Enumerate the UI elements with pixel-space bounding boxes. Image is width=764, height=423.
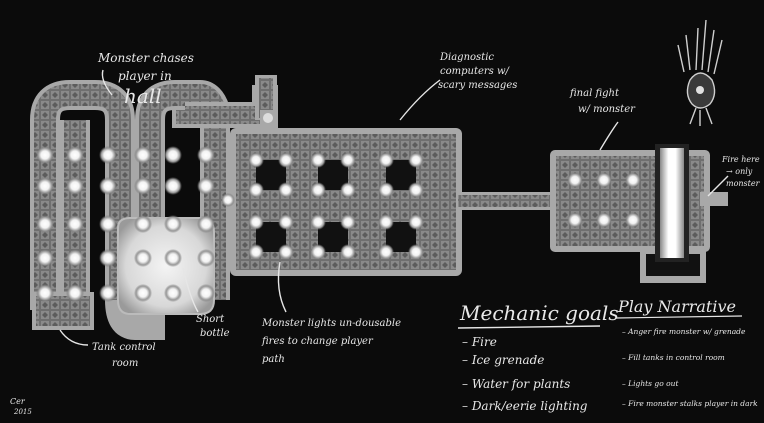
svg-text:Cer: Cer — [10, 397, 26, 406]
svg-text:Mechanic goals: Mechanic goals — [459, 301, 619, 325]
svg-text:Diagnostic: Diagnostic — [439, 52, 494, 63]
svg-text:– Fire: – Fire — [462, 335, 497, 349]
narrative-item: – Lights go out — [622, 379, 679, 388]
svg-text:Fire here: Fire here — [721, 155, 760, 164]
svg-text:computers w/: computers w/ — [440, 66, 511, 77]
ann-lights-1: Monster lights un-dousable — [261, 318, 401, 329]
svg-text:Monster lights un-dousable: Monster lights un-dousable — [261, 318, 401, 329]
short-bottle-tank — [117, 217, 215, 315]
ann-lights-2: fires to change player — [261, 336, 374, 347]
svg-text:Play Narrative: Play Narrative — [617, 297, 736, 316]
final-fight-room — [550, 144, 728, 283]
ann-diag-1: Diagnostic — [439, 52, 494, 63]
svg-text:scary messages: scary messages — [438, 80, 517, 91]
mechanic-goal-item: – Ice grenade — [462, 353, 544, 367]
svg-text:2015: 2015 — [13, 408, 32, 416]
mechanic-goals-title: Mechanic goals — [459, 301, 619, 325]
ann-fire-2: → only — [726, 167, 753, 176]
ann-chases-3: hall — [124, 84, 162, 108]
floor-lights — [36, 146, 641, 302]
narrative-item: – Anger fire monster w/ grenade — [622, 327, 746, 336]
play-narrative: Play Narrative – Anger fire monster w/ g… — [615, 297, 758, 408]
ann-fire-3: monster — [726, 179, 761, 188]
ann-diag-2: computers w/ — [440, 66, 511, 77]
svg-text:fires to change player: fires to change player — [261, 336, 374, 347]
svg-text:Monster chases: Monster chases — [97, 51, 194, 65]
mechanic-goal-item: – Dark/eerie lighting — [462, 399, 588, 413]
svg-text:– Anger fire monster w/ grenad: – Anger fire monster w/ grenade — [622, 327, 746, 336]
svg-text:– Fire monster stalks player i: – Fire monster stalks player in dark — [622, 399, 758, 408]
narrative-item: – Fire monster stalks player in dark — [622, 399, 758, 408]
svg-text:room: room — [112, 358, 138, 369]
ann-lights-3: path — [262, 354, 285, 365]
signature-1: Cer — [10, 397, 26, 406]
svg-text:path: path — [262, 354, 285, 365]
svg-text:– Water for plants: – Water for plants — [462, 377, 570, 391]
corridor — [458, 192, 554, 210]
svg-text:final fight: final fight — [569, 88, 620, 99]
ann-tank-2: room — [112, 358, 138, 369]
svg-text:→ only: → only — [726, 167, 753, 176]
fire-monster-sketch — [677, 19, 723, 126]
annotation-arrows — [59, 69, 729, 346]
svg-text:– Ice grenade: – Ice grenade — [462, 353, 544, 367]
svg-text:Short: Short — [196, 314, 225, 325]
ann-bottle-2: bottle — [200, 328, 230, 339]
narrative-item: – Fill tanks in control room — [622, 353, 725, 362]
mechanic-goal-item: – Fire — [462, 335, 497, 349]
annotation-text: Monster chases player in hall Diagnostic… — [10, 51, 761, 416]
ann-chases-1: Monster chases — [97, 51, 194, 65]
svg-text:player in: player in — [118, 69, 172, 83]
svg-text:w/ monster: w/ monster — [578, 104, 636, 115]
svg-text:– Dark/eerie lighting: – Dark/eerie lighting — [462, 399, 588, 413]
ann-tank-1: Tank control — [92, 342, 156, 353]
mechanic-goal-item: – Water for plants — [462, 377, 570, 391]
signature-2: 2015 — [13, 408, 32, 416]
play-narrative-title: Play Narrative — [617, 297, 736, 316]
svg-text:hall: hall — [124, 84, 162, 108]
svg-text:– Fill tanks in control room: – Fill tanks in control room — [622, 353, 725, 362]
ann-diag-3: scary messages — [438, 80, 517, 91]
svg-text:Tank control: Tank control — [92, 342, 156, 353]
ann-bottle-1: Short — [196, 314, 225, 325]
ann-final-1: final fight — [569, 88, 620, 99]
svg-text:bottle: bottle — [200, 328, 230, 339]
svg-text:monster: monster — [726, 179, 761, 188]
ann-final-2: w/ monster — [578, 104, 636, 115]
mechanic-goals: Mechanic goals – Fire – Ice grenade – Wa… — [457, 301, 619, 413]
svg-text:– Lights go out: – Lights go out — [622, 379, 679, 388]
ann-fire-1: Fire here — [721, 155, 760, 164]
ann-chases-2: player in — [118, 69, 172, 83]
